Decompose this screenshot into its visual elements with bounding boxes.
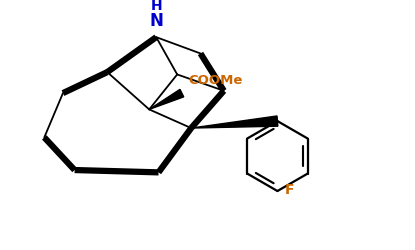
- Text: H: H: [150, 0, 162, 13]
- Polygon shape: [191, 116, 278, 128]
- Text: N: N: [149, 12, 163, 30]
- Polygon shape: [149, 89, 184, 110]
- Text: COOMe: COOMe: [189, 74, 243, 86]
- Text: F: F: [284, 183, 294, 197]
